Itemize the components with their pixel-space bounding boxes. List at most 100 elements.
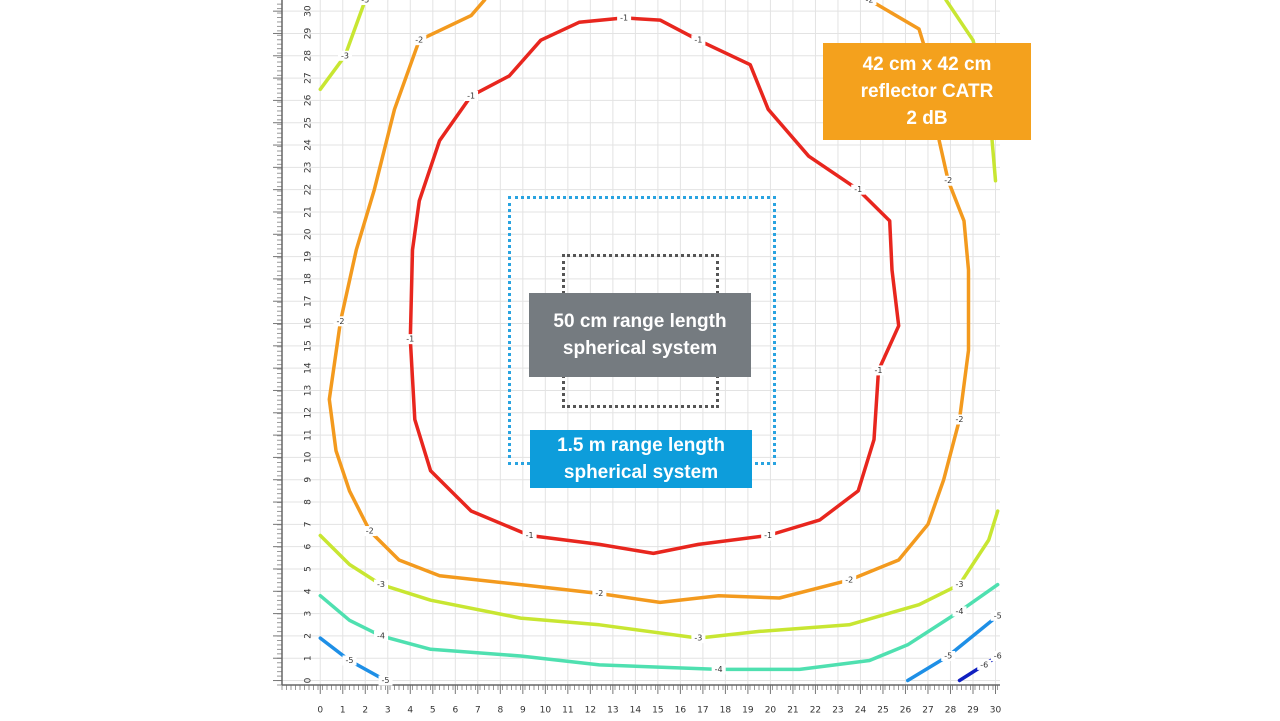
y-tick-label: 8	[304, 499, 314, 505]
y-tick-label: 23	[304, 162, 314, 173]
y-tick-label: 16	[304, 318, 314, 330]
contour-label-text: -5	[944, 651, 952, 660]
contour-label-text: -2	[955, 415, 963, 424]
x-tick-label: 2	[362, 706, 368, 716]
x-tick-label: 7	[475, 706, 481, 716]
contour-label-bg	[333, 316, 348, 327]
label-line: spherical system	[562, 338, 718, 359]
contour-label-text: -2	[366, 527, 374, 536]
contour-label-bg	[362, 526, 377, 537]
contour-label: -4	[952, 606, 967, 617]
contour-label-bg	[842, 575, 857, 586]
contour-label: -2	[412, 35, 427, 46]
x-tick-label: 24	[855, 706, 867, 716]
contour-label-text: -5	[382, 676, 390, 685]
contour-label-bg	[977, 659, 992, 670]
y-tick-label: 30	[304, 5, 314, 17]
x-tick-label: 27	[922, 706, 933, 716]
contour-label-text: -3	[694, 634, 702, 643]
contour-label: -1	[464, 90, 479, 101]
contour-label-bg	[378, 675, 393, 686]
contour-label-text: -3	[955, 580, 963, 589]
x-tick-label: 11	[562, 706, 573, 716]
contour-label-text: -3	[361, 0, 369, 5]
x-tick-label: 3	[385, 706, 391, 716]
x-tick-label: 28	[945, 706, 957, 716]
contour-label-text: -1	[874, 366, 882, 375]
contour-label: -2	[333, 316, 348, 327]
contour-label-bg	[952, 579, 967, 590]
contour-label-bg	[871, 365, 886, 376]
contour-label-text: -2	[337, 317, 345, 326]
y-tick-label: 28	[304, 50, 314, 62]
y-tick-label: 22	[304, 184, 314, 195]
y-tick-label: 18	[304, 273, 314, 285]
contour-label-bg	[464, 90, 479, 101]
contour-label-text: -1	[854, 185, 862, 194]
contour-label: -3	[691, 633, 706, 644]
x-tick-label: 10	[540, 706, 552, 716]
contour-label-bg	[761, 530, 776, 541]
contour-label: -1	[617, 12, 632, 23]
x-tick-label: 18	[720, 706, 732, 716]
y-tick-label: 14	[304, 362, 314, 374]
contour-label-text: -1	[467, 91, 475, 100]
contour-label: -1	[761, 530, 776, 541]
sph150-label: 1.5 m range length spherical system	[530, 430, 752, 488]
contour-label-bg	[941, 650, 956, 661]
contour-label-bg	[691, 35, 706, 46]
y-tick-label: 24	[304, 139, 314, 151]
contour-label: -2	[842, 575, 857, 586]
contour-label: -5	[990, 610, 1005, 621]
x-tick-label: 4	[407, 706, 413, 716]
x-tick-label: 22	[810, 706, 821, 716]
y-tick-label: 5	[304, 566, 314, 572]
contour-label: -2	[362, 526, 377, 537]
contour-label: -2	[952, 414, 967, 425]
y-tick-label: 29	[304, 27, 314, 39]
contour-label-bg	[941, 175, 956, 186]
x-tick-label: 14	[630, 706, 642, 716]
contour-label-text: -4	[715, 665, 723, 674]
contour-label: -2	[941, 175, 956, 186]
contour-line	[327, 0, 971, 605]
contour-label-bg	[592, 588, 607, 599]
contour-label-bg	[403, 334, 418, 345]
catr-label: 42 cm x 42 cm reflector CATR 2 dB	[823, 43, 1031, 140]
contour-label-bg	[851, 184, 866, 195]
y-tick-label: 13	[304, 385, 314, 396]
x-tick-label: 9	[520, 706, 526, 716]
contour-label-text: -1	[620, 13, 628, 22]
x-tick-label: 6	[452, 706, 458, 716]
x-tick-label: 12	[585, 706, 596, 716]
contour-label: -5	[941, 650, 956, 661]
y-tick-label: 15	[304, 340, 314, 351]
contour-label-text: -2	[415, 36, 423, 45]
y-tick-label: 4	[304, 588, 314, 594]
x-tick-label: 0	[317, 706, 323, 716]
contour-label-text: -5	[346, 656, 354, 665]
y-tick-label: 27	[304, 72, 314, 83]
contour-label-bg	[862, 0, 877, 5]
contour-label-bg	[412, 35, 427, 46]
x-tick-label: 5	[430, 706, 436, 716]
y-tick-label: 21	[304, 206, 314, 217]
x-tick-label: 29	[967, 706, 979, 716]
contour-label: -1	[851, 184, 866, 195]
contour-label: -3	[952, 579, 967, 590]
contour-label: -1	[691, 35, 706, 46]
y-tick-label: 20	[304, 228, 314, 240]
contour-label-bg	[990, 610, 1005, 621]
contour-label: -1	[871, 365, 886, 376]
x-tick-label: 23	[832, 706, 843, 716]
x-tick-label: 13	[607, 706, 618, 716]
contour-label-text: -6	[994, 651, 1002, 660]
x-tick-label: 25	[877, 706, 888, 716]
y-tick-label: 3	[304, 611, 314, 617]
y-tick-label: 17	[304, 295, 314, 306]
y-tick-label: 26	[304, 94, 314, 106]
label-line: reflector CATR	[860, 81, 994, 102]
contour-label-text: -2	[845, 576, 853, 585]
contour-label: -2	[592, 588, 607, 599]
